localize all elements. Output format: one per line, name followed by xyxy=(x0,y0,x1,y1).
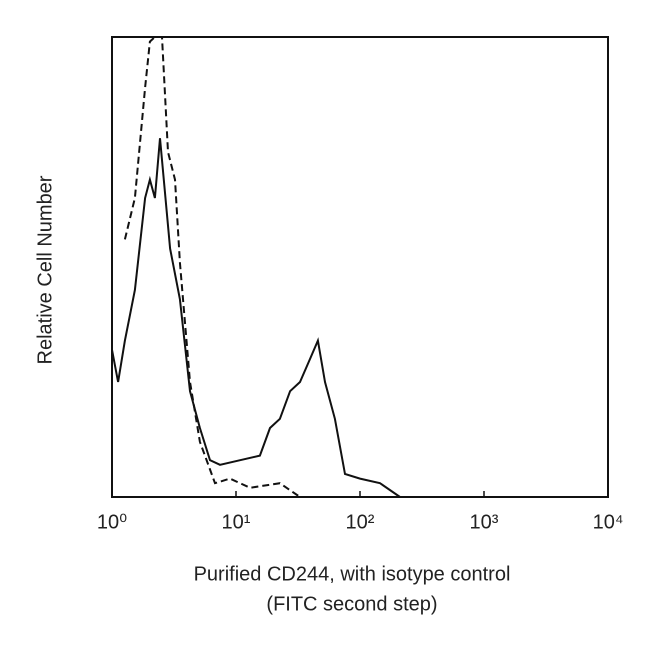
histogram-line xyxy=(123,36,301,498)
histogram-line xyxy=(111,138,401,498)
plot-frame xyxy=(111,36,609,498)
x-tick-label: 10³ xyxy=(470,511,499,533)
x-axis-label: Purified CD244, with isotype control xyxy=(194,563,511,585)
x-tick-label: 10⁴ xyxy=(593,511,624,533)
x-tick-label: 10¹ xyxy=(222,511,251,533)
y-axis-label: Relative Cell Number xyxy=(34,175,56,364)
x-tick-label: 10⁰ xyxy=(97,511,127,533)
x-tick-label: 10² xyxy=(346,511,375,533)
x-axis-label: (FITC second step) xyxy=(266,593,437,615)
